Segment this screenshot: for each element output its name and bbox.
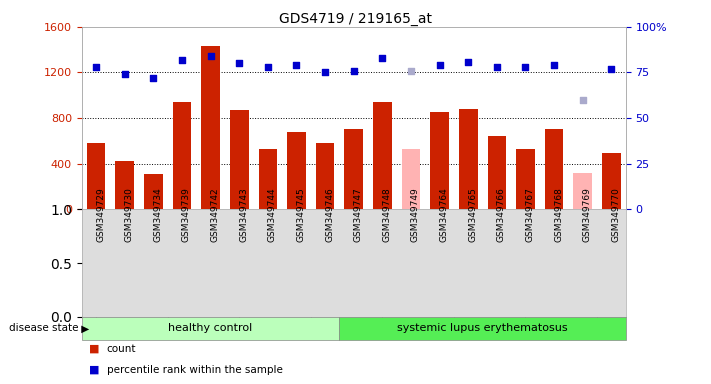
Bar: [430, 113, 449, 209]
Text: GSM349765: GSM349765: [469, 187, 477, 242]
Point: [577, 97, 589, 103]
Bar: [344, 129, 363, 209]
Text: GSM349768: GSM349768: [554, 187, 563, 242]
Bar: [516, 149, 535, 209]
Point: [405, 68, 417, 74]
Text: GSM349746: GSM349746: [325, 187, 334, 242]
Text: count: count: [107, 344, 136, 354]
Bar: [87, 143, 105, 209]
Text: healthy control: healthy control: [169, 323, 252, 333]
Text: GSM349745: GSM349745: [296, 187, 306, 242]
Bar: [373, 102, 392, 209]
Point: [377, 55, 388, 61]
Text: disease state: disease state: [9, 323, 78, 333]
Point: [233, 60, 245, 66]
Text: GDS4719 / 219165_at: GDS4719 / 219165_at: [279, 12, 432, 25]
Text: systemic lupus erythematosus: systemic lupus erythematosus: [397, 323, 568, 333]
Bar: [230, 110, 249, 209]
Text: ▶: ▶: [78, 323, 90, 333]
Text: ■: ■: [89, 344, 100, 354]
Text: GSM349730: GSM349730: [124, 187, 134, 242]
Bar: [173, 102, 191, 209]
Point: [606, 66, 617, 72]
Text: GSM349767: GSM349767: [525, 187, 535, 242]
Text: GSM349742: GSM349742: [210, 187, 220, 242]
Point: [205, 53, 216, 59]
Point: [262, 64, 274, 70]
Text: GSM349729: GSM349729: [96, 187, 105, 242]
Bar: [545, 129, 563, 209]
Point: [520, 64, 531, 70]
Bar: [115, 161, 134, 209]
Bar: [316, 143, 334, 209]
Point: [434, 62, 445, 68]
Point: [491, 64, 503, 70]
Bar: [144, 174, 163, 209]
Text: GSM349739: GSM349739: [182, 187, 191, 242]
Bar: [602, 154, 621, 209]
Text: percentile rank within the sample: percentile rank within the sample: [107, 365, 282, 375]
Text: GSM349764: GSM349764: [439, 187, 449, 242]
Text: GSM349766: GSM349766: [497, 187, 506, 242]
Point: [348, 68, 359, 74]
Text: GSM349748: GSM349748: [383, 187, 391, 242]
Bar: [402, 149, 420, 209]
Point: [291, 62, 302, 68]
Bar: [287, 132, 306, 209]
Bar: [259, 149, 277, 209]
Point: [90, 64, 102, 70]
Bar: [82, 317, 339, 340]
Point: [319, 70, 331, 76]
Bar: [574, 173, 592, 209]
Text: GSM349770: GSM349770: [611, 187, 621, 242]
Text: GSM349769: GSM349769: [583, 187, 592, 242]
Text: ■: ■: [89, 365, 100, 375]
Point: [148, 75, 159, 81]
Text: GSM349744: GSM349744: [268, 187, 277, 242]
Point: [548, 62, 560, 68]
Text: GSM349749: GSM349749: [411, 187, 420, 242]
Text: GSM349747: GSM349747: [353, 187, 363, 242]
Point: [176, 56, 188, 63]
Text: GSM349743: GSM349743: [239, 187, 248, 242]
Point: [119, 71, 130, 78]
Bar: [459, 109, 478, 209]
Bar: [488, 136, 506, 209]
Text: GSM349734: GSM349734: [154, 187, 162, 242]
Point: [463, 58, 474, 65]
Bar: [201, 46, 220, 209]
Bar: [339, 317, 626, 340]
